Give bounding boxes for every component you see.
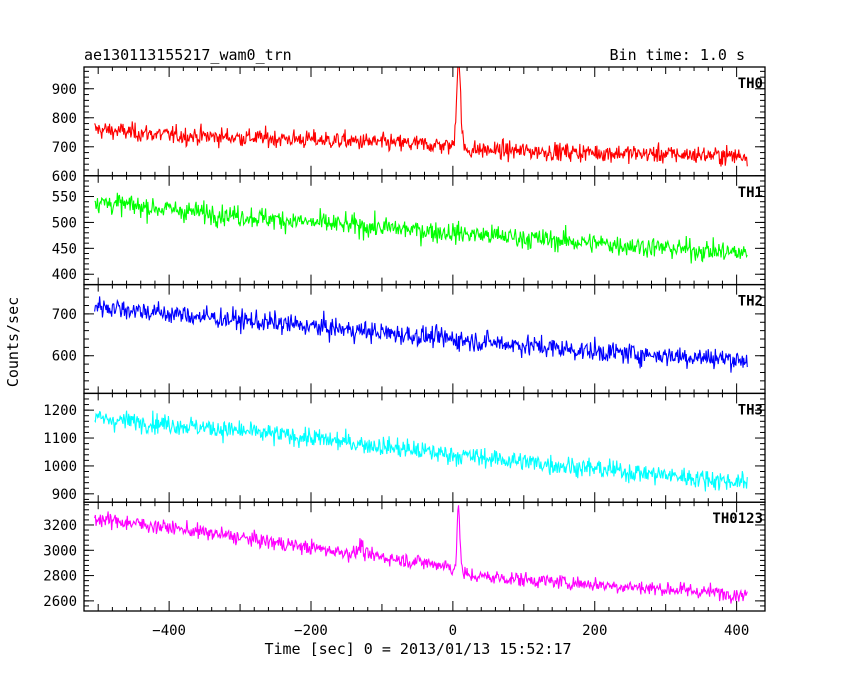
panel-frame-th2 xyxy=(83,283,766,395)
bin-time-label: Bin time: 1.0 s xyxy=(610,46,745,64)
y-tick-label: 900 xyxy=(52,487,77,503)
series-line-th1 xyxy=(94,192,748,264)
y-tick-label: 450 xyxy=(52,241,77,257)
chart-title: ae130113155217_wam0_trn xyxy=(84,46,292,64)
panel-label-th2: TH2 xyxy=(738,294,763,310)
y-tick-label: 550 xyxy=(52,190,77,206)
series-line-th3 xyxy=(94,410,748,492)
y-tick-label: 800 xyxy=(52,111,77,127)
x-tick-label: −400 xyxy=(152,623,186,639)
y-tick-label: 2800 xyxy=(43,569,77,585)
x-tick-label: 200 xyxy=(582,623,607,639)
panel-frame-th1 xyxy=(83,175,766,286)
x-axis-label: Time [sec] 0 = 2013/01/13 15:52:17 xyxy=(264,640,571,658)
y-tick-label: 700 xyxy=(52,140,77,156)
series-line-th0123 xyxy=(94,505,748,604)
y-tick-label: 600 xyxy=(52,169,77,185)
panel-label-th3: TH3 xyxy=(738,402,763,418)
y-tick-label: 3000 xyxy=(43,543,77,559)
panel-label-th0: TH0 xyxy=(738,76,763,92)
y-tick-label: 1100 xyxy=(43,431,77,447)
y-tick-label: 1000 xyxy=(43,459,77,475)
series-line-th2 xyxy=(94,296,748,373)
y-tick-label: 600 xyxy=(52,349,77,365)
panel-frame-th0123 xyxy=(83,501,766,612)
x-tick-label: 400 xyxy=(724,623,749,639)
x-tick-label: 0 xyxy=(449,623,457,639)
y-tick-label: 400 xyxy=(52,267,77,283)
panel-label-th1: TH1 xyxy=(738,185,763,201)
panels-group: 600 700 800 900 TH0 400 450 500 550 TH1 600 700 TH2 9… xyxy=(43,66,766,639)
panel-label-th0123: TH0123 xyxy=(712,511,763,527)
y-axis-label: Counts/sec xyxy=(4,297,22,387)
y-tick-label: 2600 xyxy=(43,594,77,610)
series-line-th0 xyxy=(94,67,748,167)
x-tick-label: −200 xyxy=(294,623,328,639)
y-tick-label: 500 xyxy=(52,215,77,231)
y-tick-label: 900 xyxy=(52,82,77,98)
y-tick-label: 700 xyxy=(52,307,77,323)
y-tick-label: 1200 xyxy=(43,403,77,419)
y-tick-label: 3200 xyxy=(43,518,77,534)
